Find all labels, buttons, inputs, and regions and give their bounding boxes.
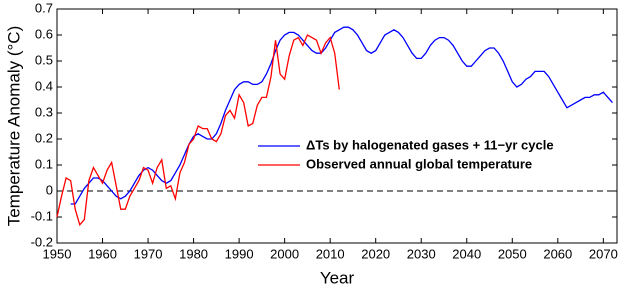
x-tick-label: 1970 <box>134 246 163 261</box>
series-line <box>70 26 613 205</box>
x-tick-label: 2040 <box>452 246 481 261</box>
y-tick-label: 0 <box>46 182 53 197</box>
x-tick-label: 1980 <box>179 246 208 261</box>
y-tick-label: 0.6 <box>35 26 53 41</box>
y-tick-label: 0.4 <box>35 78 53 93</box>
x-tick-label: 1950 <box>43 246 72 261</box>
x-tick-label: 2000 <box>270 246 299 261</box>
y-tick-label: -0.1 <box>31 208 53 223</box>
x-tick-label: 2020 <box>361 246 390 261</box>
legend-text: Observed annual global temperature <box>306 156 532 171</box>
y-tick-label: 0.3 <box>35 104 53 119</box>
legend-text: ΔTs by halogenated gases + 11−yr cycle <box>306 137 554 152</box>
x-axis-label: Year <box>320 268 355 287</box>
y-tick-label: 0.2 <box>35 130 53 145</box>
x-tick-label: 1960 <box>88 246 117 261</box>
x-tick-label: 2070 <box>589 246 618 261</box>
y-axis-label: Temperature Anomaly (°C) <box>4 26 23 226</box>
x-tick-label: 2050 <box>498 246 527 261</box>
x-tick-label: 2010 <box>316 246 345 261</box>
plot-frame <box>56 8 618 244</box>
y-tick-label: 0.5 <box>35 52 53 67</box>
y-tick-label: -0.2 <box>31 234 53 249</box>
series-line <box>56 34 340 227</box>
y-tick-label: 0.1 <box>35 156 53 171</box>
y-tick-label: 0.7 <box>35 0 53 15</box>
x-tick-label: 2060 <box>543 246 572 261</box>
x-tick-label: 2030 <box>407 246 436 261</box>
x-tick-label: 1990 <box>225 246 254 261</box>
